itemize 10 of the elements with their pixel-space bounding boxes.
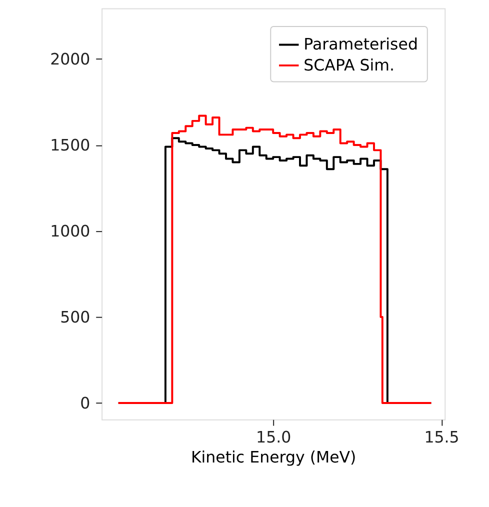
legend-label: Parameterised [304, 34, 418, 54]
y-tick-label: 0 [80, 393, 90, 412]
y-tick-label: 1000 [50, 221, 90, 240]
x-axis-title: Kinetic Energy (MeV) [190, 447, 356, 466]
x-tick-label: 15.5 [424, 428, 460, 447]
x-tick-label: 15.0 [256, 428, 292, 447]
legend-label: SCAPA Sim. [304, 55, 395, 74]
y-tick-label: 500 [60, 307, 90, 326]
y-tick-label: 1500 [50, 135, 90, 154]
y-tick-label: 2000 [50, 49, 90, 68]
